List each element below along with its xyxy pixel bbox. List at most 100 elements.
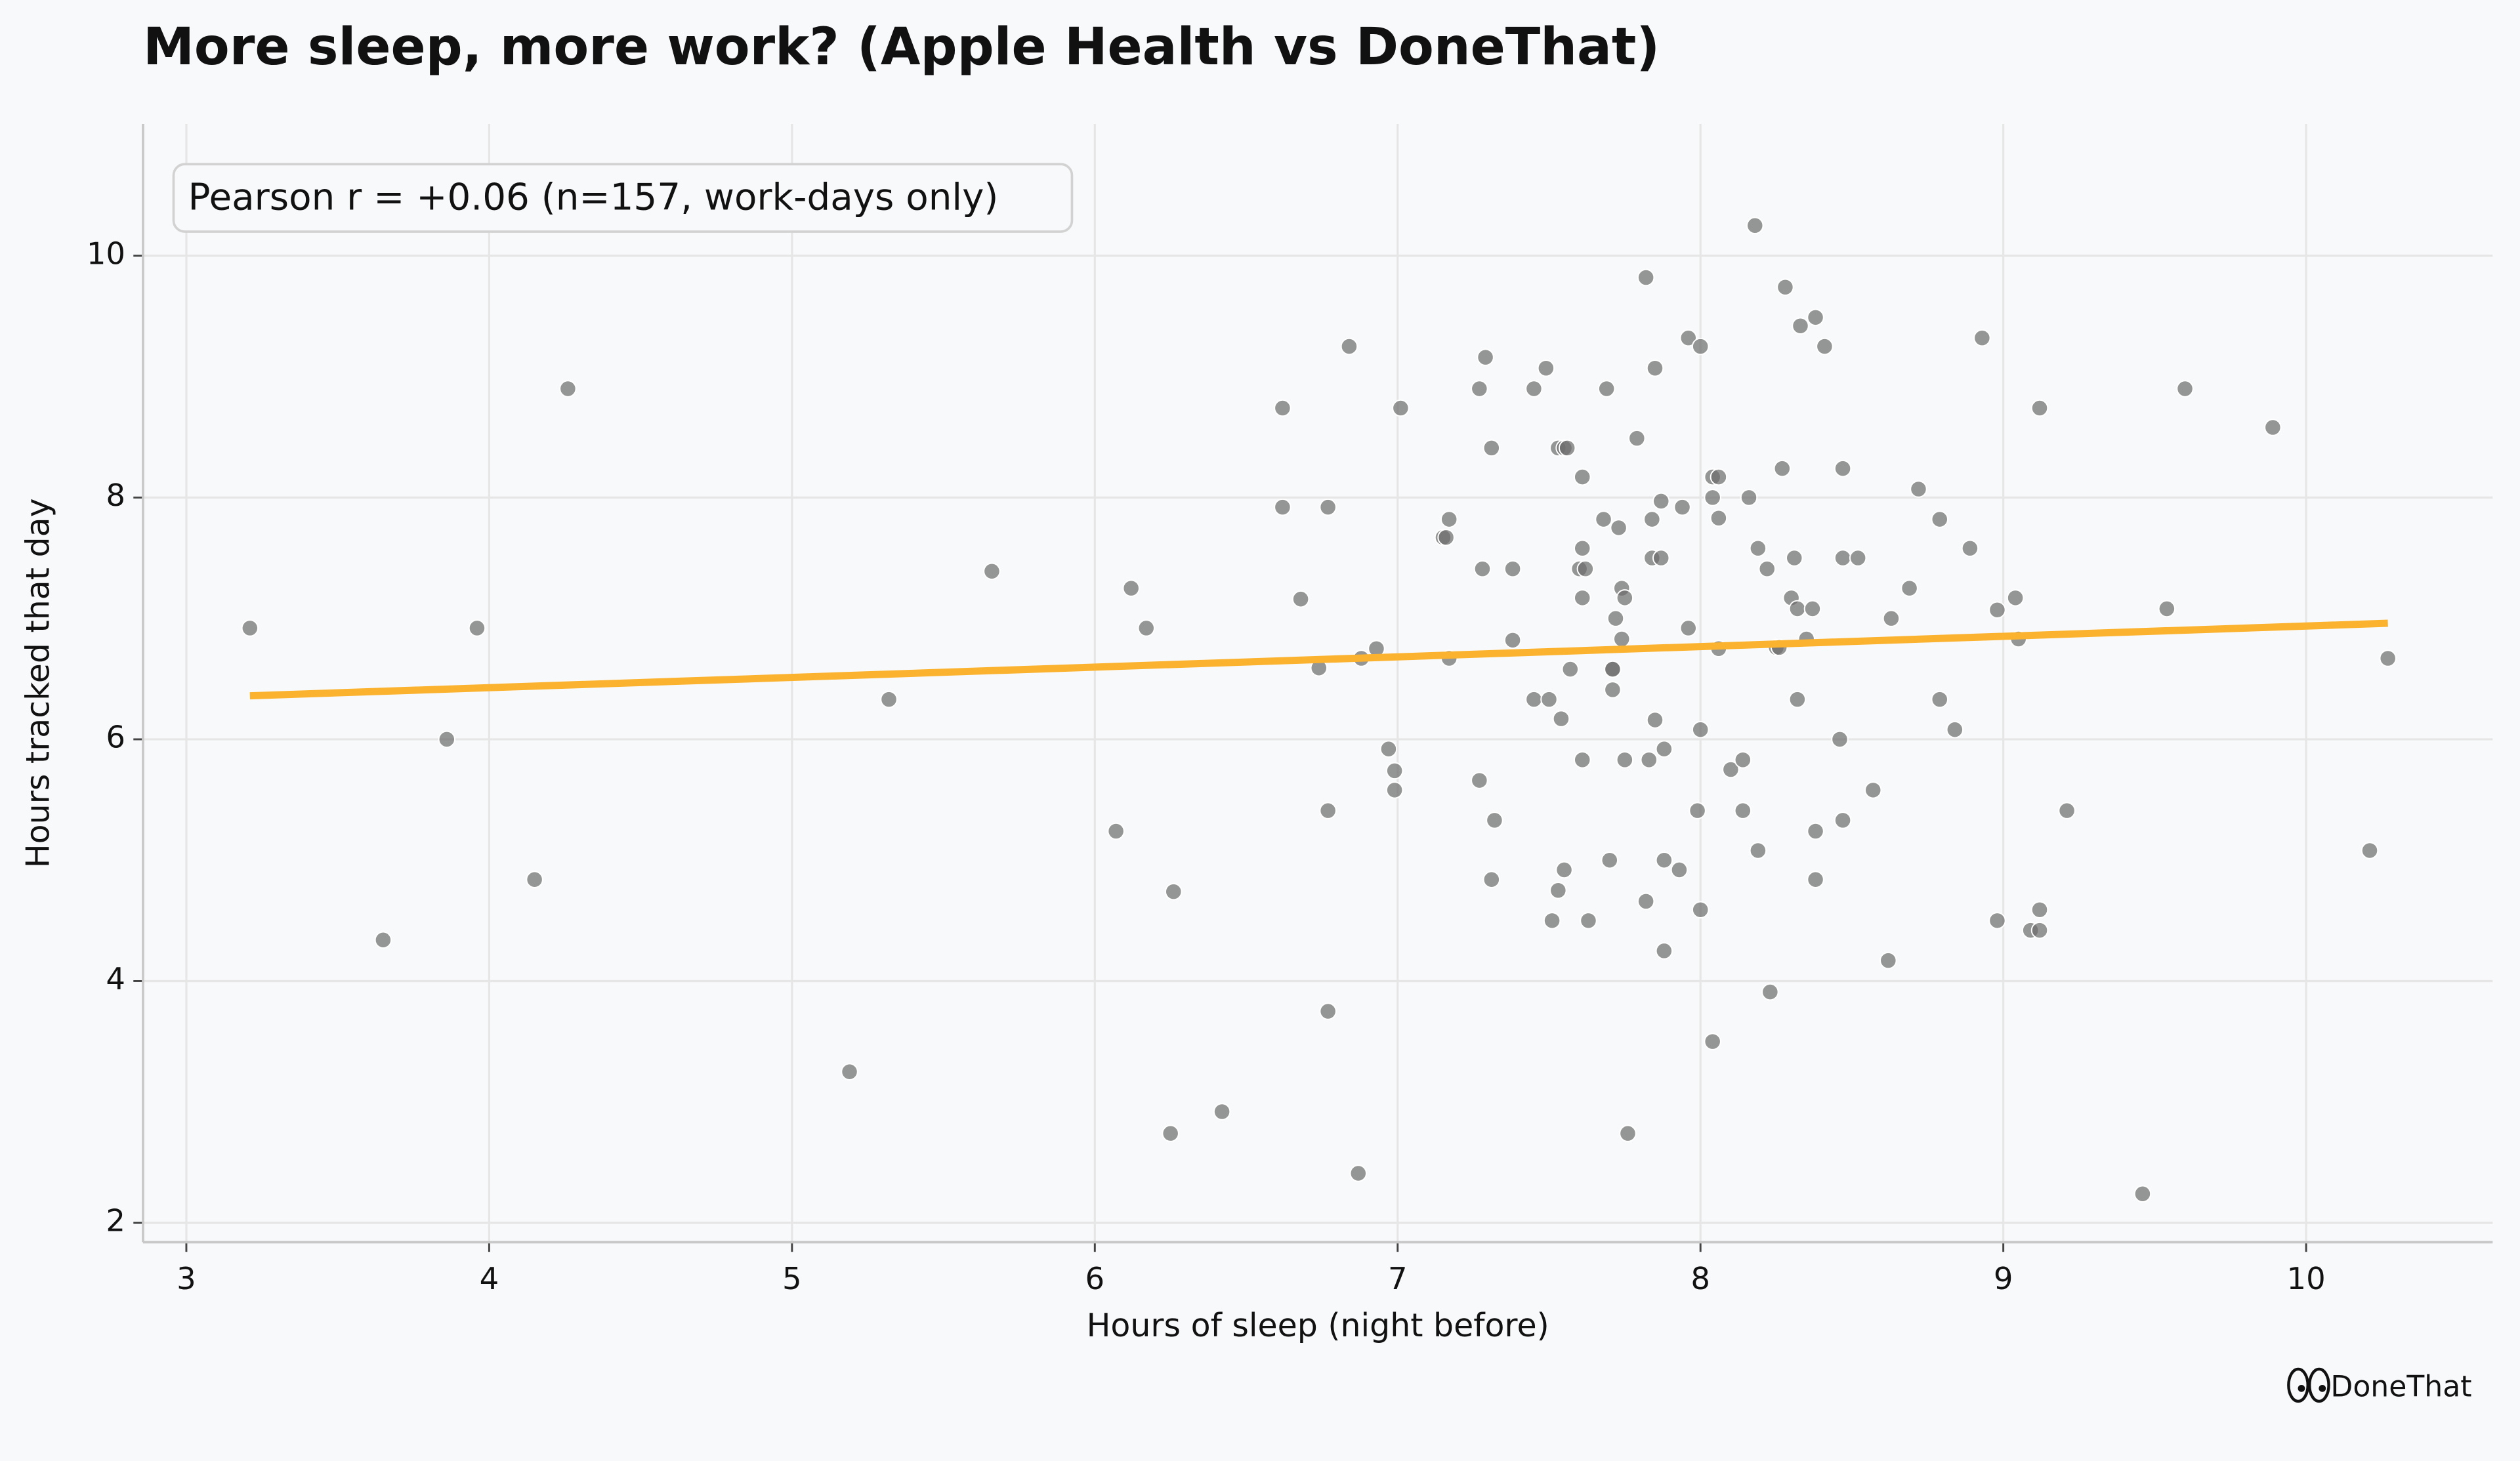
point xyxy=(1749,842,1767,859)
x-tick-label: 9 xyxy=(1994,1261,2013,1296)
point xyxy=(1691,337,1710,356)
point xyxy=(1910,480,1927,498)
point xyxy=(1834,459,1852,478)
point xyxy=(1379,740,1398,758)
point xyxy=(559,380,577,398)
grid: 3 4 5 6 7 8 9 10 2 4 6 8 10 xyxy=(87,124,2493,1296)
point xyxy=(1349,1164,1367,1182)
point xyxy=(1646,711,1664,729)
point xyxy=(2006,589,2025,607)
point xyxy=(1525,380,1543,398)
point xyxy=(1274,498,1292,516)
point xyxy=(1440,510,1458,528)
point xyxy=(1437,528,1455,546)
point xyxy=(1740,489,1758,506)
point xyxy=(1601,851,1618,869)
point xyxy=(2133,1185,2152,1203)
point xyxy=(1558,439,1576,457)
point xyxy=(1734,802,1752,819)
point xyxy=(1574,468,1591,486)
point xyxy=(1122,579,1140,597)
point xyxy=(1503,560,1522,578)
x-tick-label: 10 xyxy=(2287,1261,2326,1296)
point xyxy=(1619,1124,1637,1142)
y-axis-label: Hours tracked that day xyxy=(20,498,57,868)
point xyxy=(1710,468,1728,486)
x-tick-label: 3 xyxy=(177,1261,196,1296)
point xyxy=(1679,329,1697,347)
x-tick-label: 7 xyxy=(1388,1261,1408,1296)
point xyxy=(1673,498,1691,516)
point xyxy=(1646,360,1664,377)
y-tick-label: 4 xyxy=(106,961,125,997)
point xyxy=(1561,660,1580,678)
point xyxy=(2379,649,2397,667)
point xyxy=(1637,268,1655,287)
point xyxy=(1162,1124,1179,1142)
y-tick-label: 6 xyxy=(106,719,125,754)
point xyxy=(1761,983,1779,1001)
point xyxy=(1613,630,1631,648)
point xyxy=(1734,751,1752,769)
point xyxy=(1274,399,1292,417)
point xyxy=(1670,861,1689,879)
x-tick-label: 5 xyxy=(782,1261,802,1296)
point xyxy=(1807,822,1824,840)
point xyxy=(2030,901,2049,918)
x-tick-label: 8 xyxy=(1690,1261,1710,1296)
point xyxy=(1640,751,1658,769)
point xyxy=(1643,510,1661,528)
point xyxy=(241,619,259,637)
point xyxy=(1537,360,1555,377)
point xyxy=(1946,720,1964,739)
point xyxy=(1574,751,1591,769)
brand-name: DoneThat xyxy=(2330,1370,2471,1403)
point xyxy=(1604,681,1622,699)
point xyxy=(1746,216,1764,235)
point xyxy=(1385,762,1404,780)
point xyxy=(1540,690,1558,709)
point xyxy=(1610,519,1628,537)
point xyxy=(1710,509,1728,527)
point xyxy=(1477,348,1494,366)
point xyxy=(1679,619,1697,637)
point xyxy=(1580,912,1597,930)
point xyxy=(2264,419,2282,436)
point xyxy=(1788,600,1807,618)
point xyxy=(1776,278,1794,296)
point xyxy=(1655,942,1673,960)
point xyxy=(1749,539,1767,558)
point xyxy=(1574,539,1591,558)
point xyxy=(1652,492,1670,510)
x-tick-label: 4 xyxy=(480,1261,499,1296)
point xyxy=(1525,690,1543,709)
point xyxy=(1616,751,1634,769)
point xyxy=(1807,871,1824,888)
point xyxy=(1319,802,1337,819)
point xyxy=(2058,802,2076,819)
point xyxy=(880,690,898,709)
point xyxy=(1864,781,1882,799)
point xyxy=(1604,660,1622,678)
point xyxy=(1473,560,1492,578)
point xyxy=(1655,740,1673,758)
point xyxy=(1849,549,1867,567)
point xyxy=(1137,619,1155,637)
point xyxy=(1786,549,1803,567)
point xyxy=(1931,510,1948,528)
point xyxy=(2030,921,2049,939)
point xyxy=(1552,710,1570,728)
x-axis-label: Hours of sleep (night before) xyxy=(1087,1307,1549,1344)
point xyxy=(1482,439,1501,457)
brand-logo xyxy=(2287,1367,2330,1403)
point xyxy=(1595,510,1612,528)
point xyxy=(1773,459,1792,478)
point xyxy=(1628,429,1646,447)
point xyxy=(1549,882,1567,899)
point xyxy=(1385,781,1404,799)
point xyxy=(526,871,543,888)
point xyxy=(983,562,1001,581)
